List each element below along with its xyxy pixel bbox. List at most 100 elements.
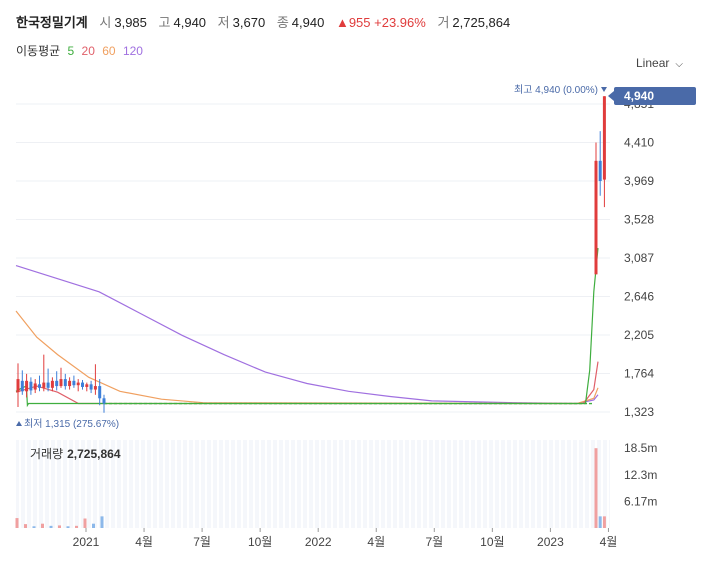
candle-body <box>25 380 29 392</box>
volume-tick-label: 18.5m <box>624 441 657 455</box>
price-panel-bg <box>16 78 610 426</box>
moving-average-legend: 이동평균 5 20 60 120 <box>16 42 147 59</box>
candle-body <box>42 382 46 388</box>
close-value: 4,940 <box>291 15 325 30</box>
chevron-down-icon: ⌵ <box>675 59 683 70</box>
candle-body <box>50 380 54 388</box>
high-value: 4,940 <box>173 15 207 30</box>
volume-bar <box>24 524 27 528</box>
candle-body <box>602 96 606 180</box>
candle-body <box>81 382 84 387</box>
low-value: 3,670 <box>232 15 266 30</box>
price-tick-label: 4,410 <box>624 136 654 150</box>
candle-body <box>85 384 89 387</box>
open-label: 시 <box>99 15 112 30</box>
candle-body <box>20 380 24 392</box>
x-tick-label: 4월 <box>367 535 385 549</box>
candle-body <box>46 382 50 388</box>
volume-tick-label: 6.17m <box>624 494 657 508</box>
high-marker-arrow <box>601 87 607 92</box>
candle-body <box>63 379 67 387</box>
quote-header: 한국정밀기계 시 3,985 고 4,940 저 3,670 종 4,940 ▲955 … <box>16 12 518 31</box>
volume-bar <box>602 516 606 528</box>
price-tick-label: 1,323 <box>624 405 654 419</box>
candle-body <box>98 386 102 399</box>
high-marker-label: 최고 4,940 (0.00%) <box>514 84 598 96</box>
volume-panel-title: 거래량 <box>30 447 64 461</box>
ma120-legend[interactable]: 120 <box>122 44 143 58</box>
ma60-legend[interactable]: 60 <box>102 44 116 58</box>
current-price-tag <box>614 87 696 105</box>
x-tick-label: 10월 <box>480 535 504 549</box>
x-axis: 2021 4월 7월 10월 2022 4월 7월 10월 2023 4월 <box>73 528 618 549</box>
price-tick-label: 3,528 <box>624 213 654 227</box>
stock-name: 한국정밀기계 <box>16 15 88 30</box>
moving-average-lines <box>15 248 599 408</box>
candles <box>16 96 606 413</box>
volume-bar <box>15 518 19 528</box>
candle-body <box>76 382 80 386</box>
candle-body <box>72 380 76 386</box>
x-tick-label: 7월 <box>193 535 211 549</box>
candle-body <box>594 160 598 275</box>
low-label: 저 <box>217 15 230 30</box>
volume-panel-label: 거래량 2,725,864 <box>30 445 121 462</box>
candle-body <box>55 380 59 387</box>
volume-value: 2,725,864 <box>452 15 511 30</box>
price-axis: 4,8514,4103,9693,5283,0872,6462,2051,764… <box>624 97 654 419</box>
x-tick-label: 2022 <box>305 535 332 549</box>
volume-bar <box>58 525 61 528</box>
x-tick-label: 10월 <box>248 535 272 549</box>
x-tick-label: 7월 <box>425 535 443 549</box>
price-tick-label: 1,764 <box>624 367 654 381</box>
volume-bar <box>598 516 602 528</box>
candle-body <box>33 383 37 390</box>
low-marker-arrow <box>16 421 22 426</box>
volume-bar <box>594 448 598 528</box>
price-tick-label: 3,969 <box>624 174 654 188</box>
candle-body <box>38 384 41 388</box>
candle-body <box>68 380 72 387</box>
close-label: 종 <box>276 15 289 30</box>
candle-body <box>16 379 20 393</box>
price-tick-label: 2,646 <box>624 290 654 304</box>
candle-body <box>598 160 602 181</box>
volume-bar <box>41 523 44 528</box>
volume-bar <box>32 526 36 528</box>
markers: 4,940 최고 4,940 (0.00%) 최저 1,315 (275.67%) <box>16 84 696 430</box>
volume-bar <box>100 516 104 528</box>
volume-panel-value: 2,725,864 <box>67 447 121 461</box>
candle-body <box>29 381 33 391</box>
scale-dropdown[interactable]: Linear ⌵ <box>636 56 683 70</box>
high-label: 고 <box>158 15 171 30</box>
open-value: 3,985 <box>114 15 147 30</box>
scale-label: Linear <box>636 56 670 70</box>
volume-bars <box>15 448 606 528</box>
volume-bar <box>83 518 87 528</box>
volume-tick-label: 12.3m <box>624 468 657 482</box>
x-tick-label: 2021 <box>73 535 100 549</box>
ma5-legend[interactable]: 5 <box>67 44 75 58</box>
ma20-legend[interactable]: 20 <box>81 44 95 58</box>
x-tick-label: 2023 <box>537 535 564 549</box>
volume-bar <box>92 523 95 528</box>
volume-bar <box>49 525 53 528</box>
candle-body <box>93 386 97 390</box>
candle-body <box>59 379 63 387</box>
volume-bar <box>75 525 78 528</box>
volume-axis: 18.5m 12.3m 6.17m <box>624 441 657 508</box>
grid <box>16 78 610 528</box>
x-tick-label: 4월 <box>135 535 153 549</box>
candle-body <box>102 398 106 404</box>
low-marker-label: 최저 1,315 (275.67%) <box>24 418 119 430</box>
volume-label: 거 <box>437 15 450 30</box>
candle-body <box>89 384 93 390</box>
volume-bar <box>66 526 70 528</box>
price-tick-label: 3,087 <box>624 251 654 265</box>
current-price-value: 4,940 <box>624 89 654 103</box>
x-tick-label: 4월 <box>600 535 618 549</box>
price-tick-label: 2,205 <box>624 328 654 342</box>
current-price-tag-arrow <box>608 91 614 101</box>
change-value: ▲955 +23.96% <box>335 15 426 30</box>
